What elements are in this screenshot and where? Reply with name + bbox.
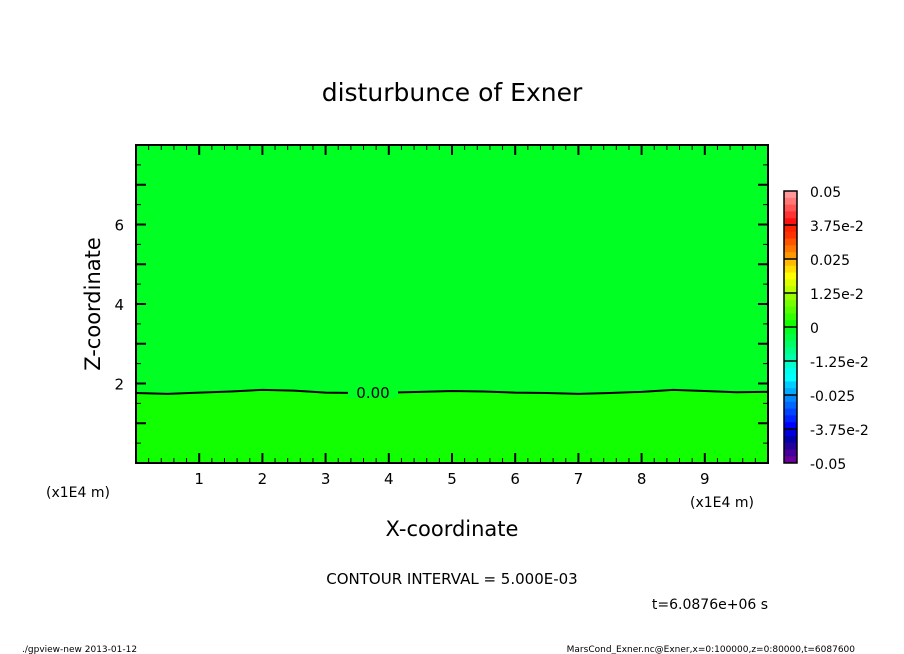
colorbar-tick-label: 3.75e-2	[810, 219, 864, 235]
contour-label: 0.00	[356, 384, 389, 402]
colorbar-band	[784, 293, 797, 301]
colorbar-band	[784, 449, 797, 457]
colorbar-band	[784, 395, 797, 403]
colorbar-band	[784, 279, 797, 287]
contour-line	[135, 388, 769, 395]
colorbar-band	[784, 204, 797, 212]
x-tick-label: 1	[194, 470, 204, 488]
contour-label-bg	[348, 384, 398, 399]
x-tick-label: 2	[258, 470, 268, 488]
colorbar-band	[784, 245, 797, 253]
colorbar-band	[784, 231, 797, 240]
colorbar-tick-label: 1.25e-2	[810, 287, 864, 303]
footer-right: MarsCond_Exner.nc@Exner,x=0:100000,z=0:8…	[567, 645, 856, 654]
colorbar-band	[784, 435, 797, 444]
x-unit-label-left: (x1E4 m)	[46, 485, 110, 501]
colorbar-band	[784, 388, 797, 396]
colorbar-band	[784, 225, 797, 233]
footer-left: ./gpview-new 2013-01-12	[22, 645, 137, 654]
colorbar-band	[784, 361, 797, 369]
time-label: t=6.0876e+06 s	[652, 597, 768, 613]
colorbar-band	[784, 401, 797, 410]
colorbar-tick-label: 0.05	[810, 185, 841, 201]
colorbar-band	[784, 286, 797, 294]
colorbar-tick-label: 0	[810, 321, 819, 337]
y-tick-label: 4	[114, 296, 124, 314]
colorbar-band	[784, 354, 797, 362]
colorbar-band	[784, 333, 797, 342]
colorbar-band	[784, 272, 797, 280]
x-axis-label: X-coordinate	[386, 517, 519, 541]
colorbar-band	[784, 381, 797, 389]
colorbar-tick-label: -0.05	[810, 457, 846, 473]
colorbar-band	[784, 218, 797, 226]
colorbar-tick-label: -1.25e-2	[810, 355, 869, 371]
y-axis-label: Z-coordinate	[81, 237, 105, 371]
x-tick-label: 7	[574, 470, 584, 488]
y-tick-label: 6	[114, 217, 124, 235]
colorbar-tick-label: -0.025	[810, 389, 855, 405]
x-tick-label: 8	[637, 470, 647, 488]
contour-interval: CONTOUR INTERVAL = 5.000E-03	[326, 570, 577, 588]
colorbar-band	[784, 313, 797, 321]
chart-title: disturbunce of Exner	[322, 78, 583, 107]
colorbar-band	[784, 197, 797, 206]
x-tick-label: 5	[447, 470, 457, 488]
colorbar-band	[784, 429, 797, 437]
colorbar-band	[784, 265, 797, 274]
colorbar-band	[784, 320, 797, 328]
colorbar-band	[784, 306, 797, 314]
colorbar-frame	[783, 190, 798, 464]
colorbar-band	[784, 191, 797, 199]
y-tick-label: 2	[114, 376, 124, 394]
colorbar-band	[784, 211, 797, 219]
colorbar-band	[784, 238, 797, 246]
colorbar-tick-label: -3.75e-2	[810, 423, 869, 439]
colorbar-band	[784, 367, 797, 376]
x-unit-label-right: (x1E4 m)	[690, 495, 754, 511]
colorbar-band	[784, 347, 797, 355]
x-tick-label: 3	[321, 470, 331, 488]
colorbar-band	[784, 456, 797, 464]
x-tick-label: 4	[384, 470, 394, 488]
colorbar-band	[784, 327, 797, 335]
region-below-contour	[136, 389, 768, 463]
colorbar-band	[784, 408, 797, 416]
colorbar-tick-label: 0.025	[810, 253, 850, 269]
colorbar-band	[784, 252, 797, 260]
colorbar-band	[784, 340, 797, 348]
x-tick-label: 9	[700, 470, 710, 488]
colorbar-band	[784, 442, 797, 450]
colorbar-band	[784, 259, 797, 267]
colorbar-band	[784, 299, 797, 308]
colorbar-band	[784, 415, 797, 423]
x-tick-label: 6	[510, 470, 520, 488]
colorbar-band	[784, 422, 797, 430]
colorbar-band	[784, 374, 797, 382]
